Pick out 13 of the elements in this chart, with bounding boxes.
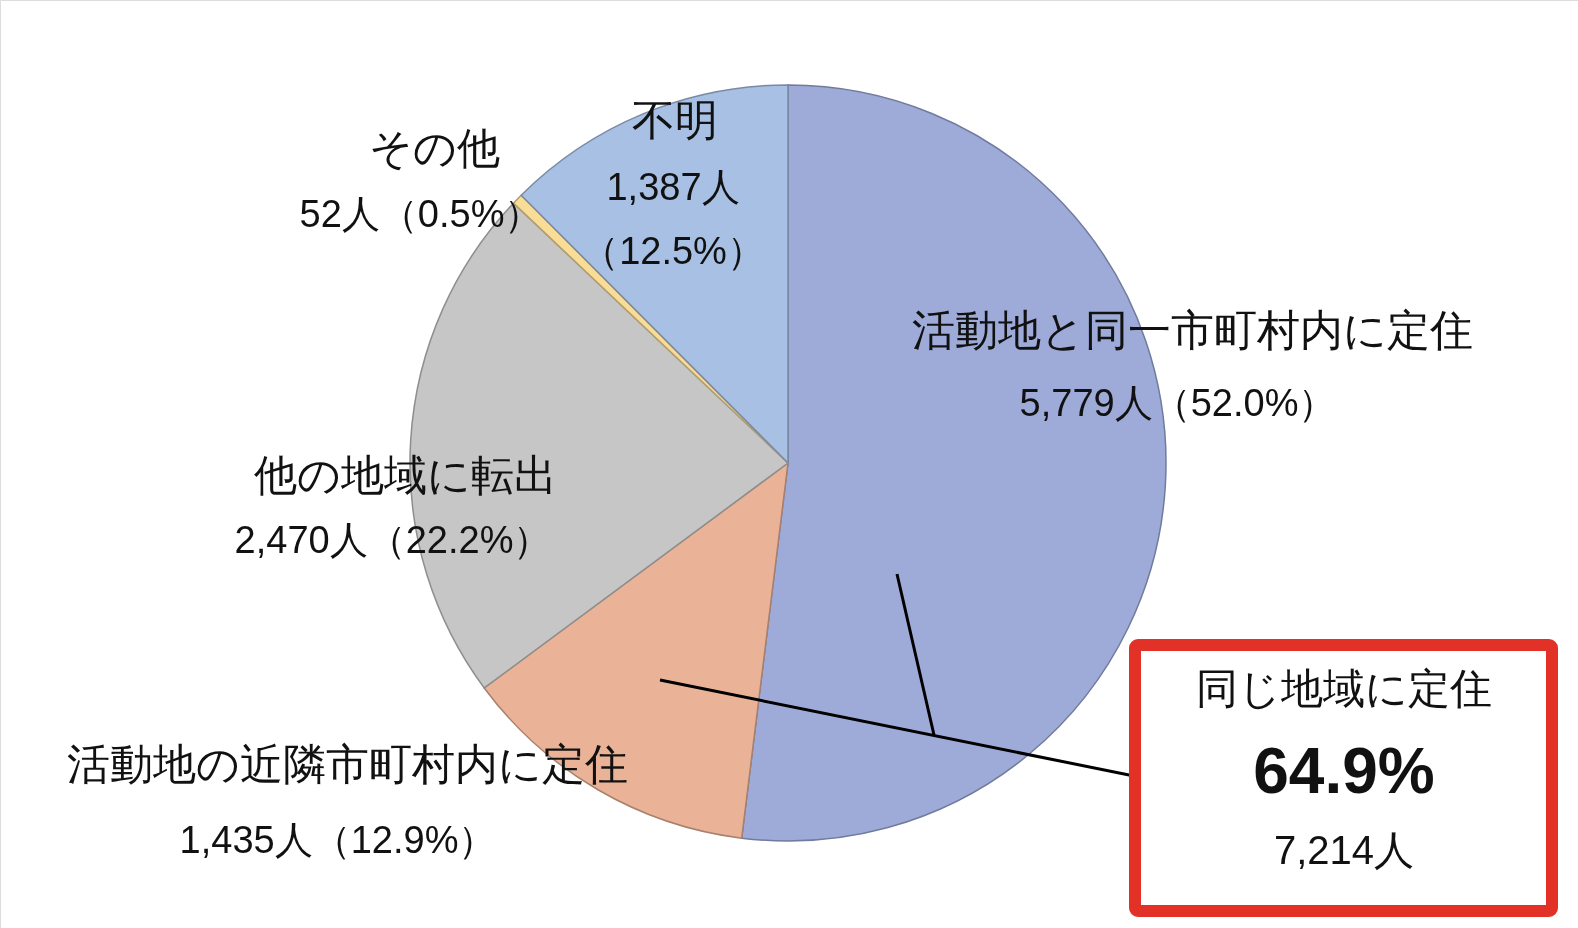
data-label: 1,435人（12.9%）	[179, 819, 497, 861]
data-label: 5,779人（52.0%）	[1019, 382, 1337, 424]
text: 同じ地域に定住	[1196, 665, 1492, 712]
slice-label: 活動地の近隣市町村内に定住	[66, 740, 628, 788]
slice-label: 不明	[632, 96, 718, 144]
text: 64.9%	[1253, 735, 1435, 807]
slice-label: その他	[368, 124, 500, 172]
data-label: 52人（0.5%）	[299, 193, 543, 235]
data-label: 1,387人（12.5%）	[581, 166, 765, 272]
data-label: 2,470人（22.2%）	[234, 519, 552, 561]
pie-slice	[740, 84, 1167, 842]
slice-label: 他の地域に転出	[253, 451, 557, 499]
text: 7,214人	[1273, 828, 1415, 872]
